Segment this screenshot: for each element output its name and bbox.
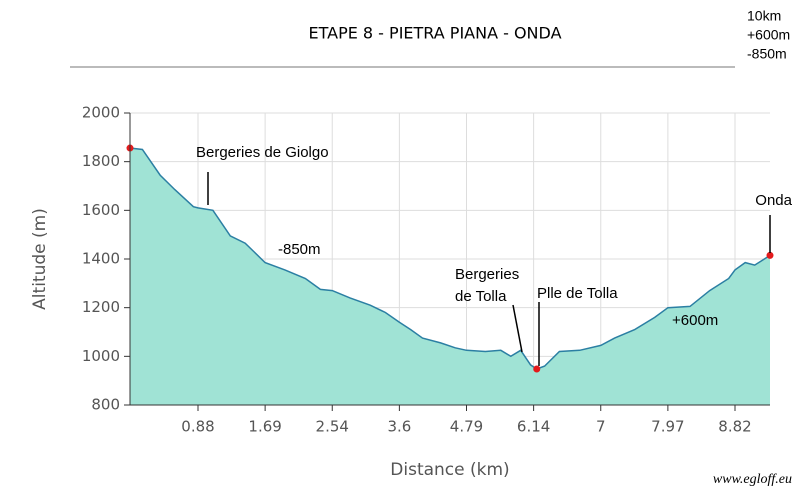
annotation-pointer xyxy=(512,304,523,353)
y-tick-label: 1600 xyxy=(82,201,120,219)
summary: +600m xyxy=(747,27,790,43)
y-tick-label: 1200 xyxy=(82,298,120,316)
profile-line xyxy=(129,147,771,370)
summary: 10km xyxy=(747,8,781,24)
x-tick-label: 2.54 xyxy=(316,418,349,436)
y-tick-label: 800 xyxy=(91,396,120,414)
x-tick-label: 4.79 xyxy=(450,418,483,436)
y-tick-label: 2000 xyxy=(82,104,120,122)
chart-title: ETAPE 8 - PIETRA PIANA - ONDA xyxy=(308,24,561,43)
annotation: +600m xyxy=(672,312,718,329)
annotation: de Tolla xyxy=(455,288,507,305)
x-tick-label: 8.82 xyxy=(718,418,751,436)
annotation: Bergeries de Giolgo xyxy=(196,144,329,161)
waypoint xyxy=(766,251,774,259)
y-axis-label: Altitude (m) xyxy=(30,208,50,310)
source: www.egloff.eu xyxy=(713,472,792,487)
x-axis-label: Distance (km) xyxy=(390,460,509,480)
y-tick-label: 1800 xyxy=(82,152,120,170)
x-tick-label: 7 xyxy=(596,418,606,436)
annotation: -850m xyxy=(278,241,321,258)
annotation: Bergeries xyxy=(455,266,519,283)
summary: -850m xyxy=(747,46,787,62)
annotation: Plle de Tolla xyxy=(537,285,618,302)
x-tick-label: 0.88 xyxy=(181,418,214,436)
x-tick-label: 1.69 xyxy=(248,418,281,436)
x-tick-label: 7.97 xyxy=(651,418,684,436)
annotation: Onda xyxy=(755,192,792,209)
area xyxy=(130,148,770,405)
x-tick-label: 3.6 xyxy=(387,418,411,436)
x-tick-label: 6.14 xyxy=(517,418,550,436)
waypoint xyxy=(533,365,541,373)
y-tick-label: 1000 xyxy=(82,347,120,365)
y-tick-label: 1400 xyxy=(82,250,120,268)
